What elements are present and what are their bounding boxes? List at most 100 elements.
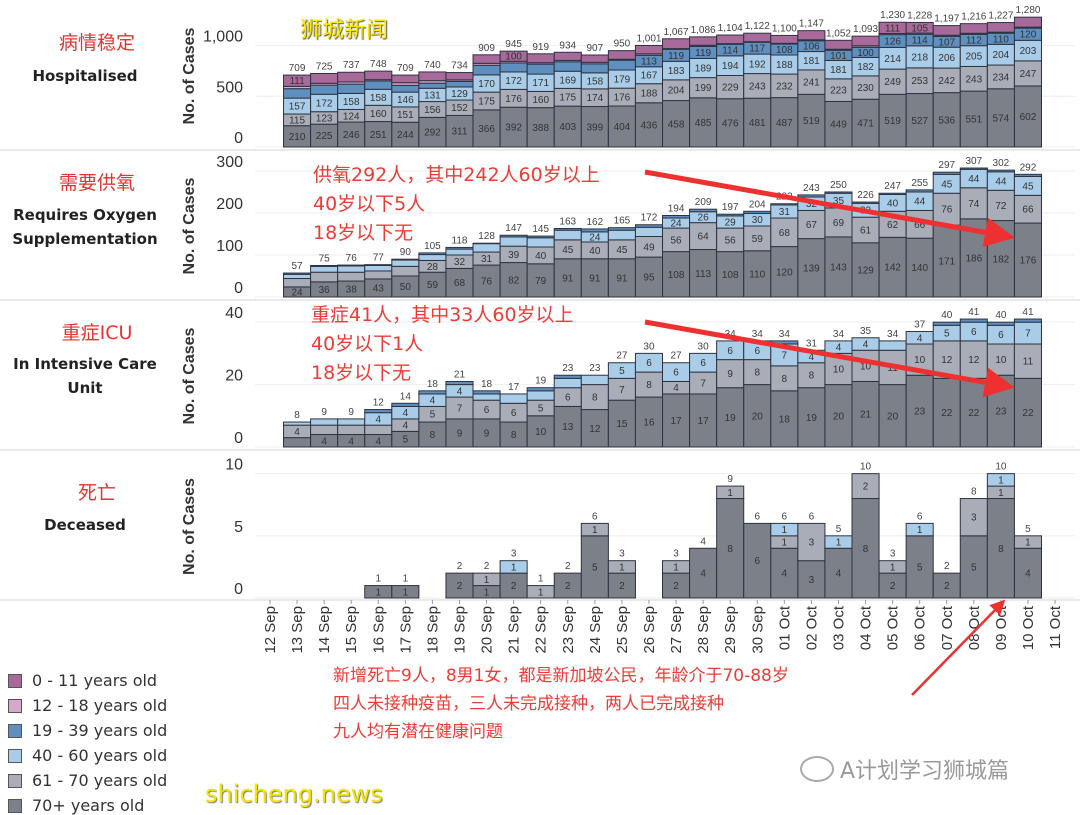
x-tick-label: 28 Sep <box>695 606 712 654</box>
bar-segment <box>418 254 447 261</box>
total-value-label: 307 <box>965 156 982 167</box>
segment-value-label: 388 <box>532 123 549 134</box>
bar-segment <box>526 387 555 392</box>
total-value-label: 41 <box>968 307 980 318</box>
total-value-label: 1,280 <box>1015 5 1040 16</box>
x-tick-label: 22 Sep <box>533 606 550 654</box>
segment-value-label: 8 <box>646 380 652 391</box>
bar-segment <box>391 265 420 277</box>
legend-swatch <box>8 748 22 763</box>
segment-value-label: 2 <box>863 482 869 493</box>
bar-segment <box>905 522 934 537</box>
bar-segment <box>499 62 528 73</box>
bar-segment <box>1013 535 1042 549</box>
total-value-label: 297 <box>938 160 955 171</box>
segment-value-label: 249 <box>884 77 901 88</box>
total-value-label: 128 <box>478 231 495 242</box>
legend-item: 12 - 18 years old <box>8 693 167 718</box>
total-value-label: 12 <box>373 398 385 409</box>
segment-value-label: 225 <box>316 131 333 142</box>
total-value-label: 3 <box>619 549 625 560</box>
x-tick-label: 20 Sep <box>479 606 496 654</box>
bar-segment <box>959 90 988 148</box>
segment-value-label: 188 <box>641 89 658 100</box>
segment-value-label: 72 <box>995 201 1007 212</box>
segment-value-label: 105 <box>911 23 928 34</box>
bar-segment <box>932 67 961 94</box>
total-value-label: 147 <box>505 223 522 234</box>
x-tick-label: 24 Sep <box>587 606 604 654</box>
x-tick-label: 14 Sep <box>316 606 333 654</box>
total-value-label: 1 <box>375 574 381 585</box>
bar-segment <box>580 409 609 448</box>
total-value-label: 1,216 <box>961 12 986 23</box>
y-tick-label: 0 <box>234 130 243 147</box>
segment-value-label: 188 <box>776 60 793 71</box>
total-value-label: 1,104 <box>718 23 743 34</box>
total-value-label: 90 <box>400 247 412 258</box>
segment-value-label: 19 <box>725 413 737 424</box>
total-value-label: 10 <box>860 462 872 473</box>
bar-segment <box>878 192 907 195</box>
segment-value-label: 4 <box>917 333 923 344</box>
total-value-label: 709 <box>289 63 306 74</box>
segment-value-label: 6 <box>511 408 517 419</box>
total-value-label: 57 <box>292 261 304 272</box>
bar-segment <box>878 68 907 95</box>
segment-value-label: 20 <box>833 411 845 422</box>
bar-segment <box>445 380 474 386</box>
bar-segment <box>499 560 528 574</box>
total-value-label: 18 <box>427 379 439 390</box>
panel-title-cn: 需要供氧 <box>58 172 135 194</box>
total-value-label: 1,067 <box>664 27 689 38</box>
segment-value-label: 12 <box>941 355 953 366</box>
bar-segment <box>337 418 366 426</box>
y-tick-label: 200 <box>216 196 243 213</box>
segment-value-label: 449 <box>830 120 847 131</box>
total-value-label: 6 <box>754 511 760 522</box>
total-value-label: 10 <box>995 462 1007 473</box>
segment-value-label: 28 <box>427 262 439 273</box>
segment-value-label: 45 <box>1022 181 1034 192</box>
segment-value-label: 151 <box>397 110 414 121</box>
bar-segment <box>310 418 339 426</box>
segment-value-label: 10 <box>860 361 872 372</box>
annotation-line: 重症41人，其中33人60岁以上 <box>311 304 574 326</box>
total-value-label: 41 <box>1022 307 1034 318</box>
segment-value-label: 62 <box>887 220 899 231</box>
segment-value-label: 119 <box>668 51 684 62</box>
segment-value-label: 519 <box>884 116 901 127</box>
total-value-label: 21 <box>454 369 466 380</box>
segment-value-label: 91 <box>589 273 601 284</box>
segment-value-label: 22 <box>1022 408 1034 419</box>
bar-segment <box>959 187 988 220</box>
bar-segment <box>445 72 474 81</box>
bar-segment <box>634 44 664 55</box>
bar-segment <box>580 106 609 148</box>
bar-segment <box>607 105 636 148</box>
segment-value-label: 1 <box>538 587 544 598</box>
total-value-label: 27 <box>616 351 628 362</box>
total-value-label: 2 <box>565 561 571 572</box>
bar-segment <box>932 572 961 599</box>
segment-value-label: 140 <box>911 263 928 274</box>
segment-value-label: 5 <box>971 562 977 573</box>
segment-value-label: 157 <box>289 102 306 113</box>
segment-value-label: 8 <box>727 544 733 555</box>
total-value-label: 6 <box>592 511 598 522</box>
segment-value-label: 4 <box>403 408 409 419</box>
bar-segment <box>526 107 555 148</box>
segment-value-label: 100 <box>505 52 522 63</box>
total-value-label: 1,086 <box>691 25 716 36</box>
x-tick-label: 26 Sep <box>641 606 658 654</box>
segment-value-label: 110 <box>993 34 1009 45</box>
bar-segment <box>986 473 1015 487</box>
segment-value-label: 24 <box>589 232 601 243</box>
total-value-label: 4 <box>700 536 706 547</box>
bar-segment <box>959 167 988 170</box>
total-value-label: 30 <box>643 341 655 352</box>
segment-value-label: 113 <box>641 57 657 68</box>
bar-segment <box>472 393 501 401</box>
y-tick-label: 40 <box>225 305 243 322</box>
bar-segment <box>770 547 799 599</box>
